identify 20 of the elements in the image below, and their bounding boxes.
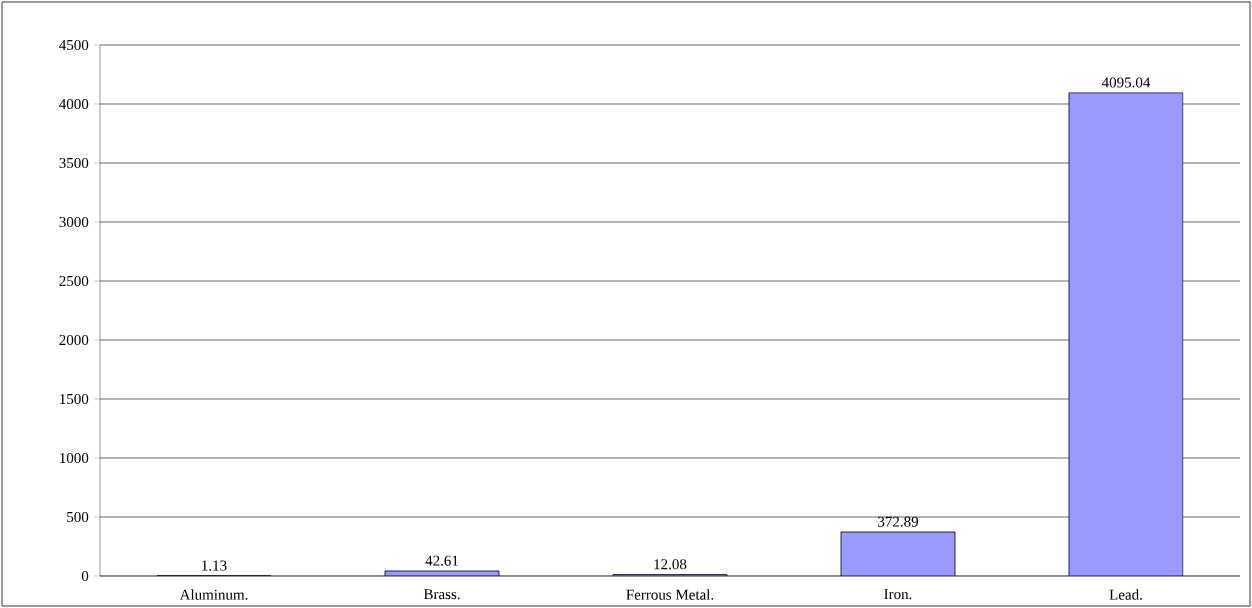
y-tick-label: 0 [81, 570, 89, 582]
data-label: 4095.04 [1101, 77, 1151, 88]
x-tick-label: Aluminum. [179, 589, 248, 600]
y-tick-label: 1500 [60, 393, 89, 405]
x-tick-label: Iron. [884, 589, 912, 600]
data-label: 372.89 [878, 516, 919, 527]
y-tick-label: 1000 [60, 452, 89, 464]
y-tick-label: 4000 [59, 98, 89, 110]
y-tick-label: 3000 [59, 216, 89, 228]
x-tick-label: Ferrous Metal. [626, 589, 714, 600]
y-tick-label: 2000 [59, 334, 89, 346]
y-tick-label: 500 [67, 511, 89, 523]
data-label: 1.13 [202, 560, 227, 571]
x-tick-label: Brass. [423, 589, 460, 600]
y-tick-label: 4500 [59, 39, 89, 51]
data-label: 42.61 [425, 555, 458, 566]
y-tick-label: 3500 [59, 157, 89, 169]
data-label: 12.08 [654, 559, 687, 570]
x-tick-label: Lead. [1109, 589, 1142, 600]
y-tick-label: 2500 [59, 275, 89, 287]
